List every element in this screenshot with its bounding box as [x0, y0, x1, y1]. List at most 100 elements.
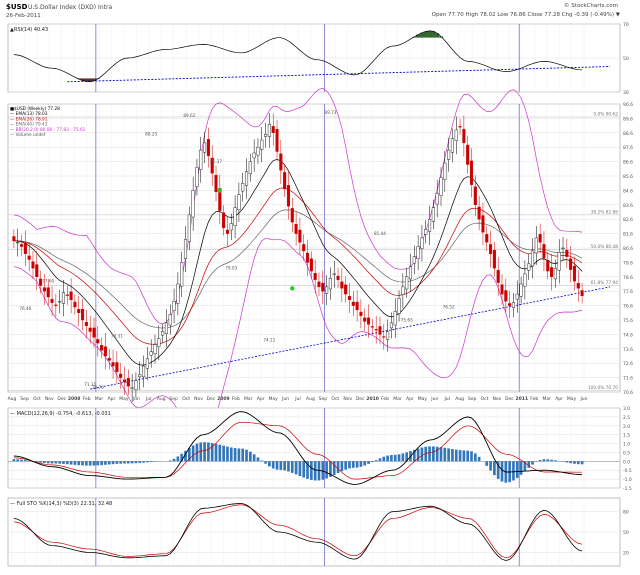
macd-histogram-bar — [135, 461, 138, 463]
macd-panel: 3.02.52.01.51.00.50.0-0.5-1.0-1.5— MACD(… — [8, 406, 632, 492]
candle-body — [386, 332, 389, 340]
x-axis-tick-label: Apr — [555, 396, 563, 402]
macd-histogram-bar — [543, 459, 546, 461]
candle-body — [180, 262, 183, 286]
x-axis-tick-label: Dec — [207, 396, 216, 402]
price-legend-entry: — EMA(13) 78.03 — [10, 111, 48, 117]
candle-body — [493, 250, 496, 268]
macd-histogram-bar — [554, 460, 557, 461]
macd-histogram-bar — [96, 461, 99, 465]
candle-body — [85, 322, 88, 326]
price-annotation: 74.21 — [263, 338, 275, 343]
x-axis-tick-label: Mar — [95, 396, 104, 402]
price-panel: 90.689.688.687.686.685.684.683.682.681.6… — [8, 88, 633, 450]
macd-histogram-bar — [257, 457, 260, 461]
macd-histogram-bar — [375, 460, 378, 461]
x-axis-tick-label: Sep — [319, 396, 328, 402]
candle-body — [245, 172, 248, 186]
x-axis-tick-label: Dec — [505, 396, 514, 402]
candle-body — [501, 285, 504, 294]
macd-histogram-bar — [268, 461, 271, 466]
macd-histogram-bar — [62, 461, 65, 464]
x-axis-tick-label: Jun — [132, 396, 140, 402]
macd-histogram-bar — [264, 461, 267, 463]
macd-histogram-bar — [249, 452, 252, 462]
candle-body — [405, 277, 408, 289]
x-axis-tick-label: Feb — [381, 396, 389, 402]
price-panel-y-tick: 79.6 — [623, 260, 633, 266]
candle-body — [581, 290, 584, 295]
candle-body — [215, 175, 218, 192]
macd-histogram-bar — [55, 461, 58, 463]
candle-body — [325, 287, 328, 293]
candle-body — [241, 183, 244, 191]
macd-histogram-bar — [253, 454, 256, 461]
candle-body — [489, 244, 492, 253]
macd-histogram-bar — [119, 461, 122, 463]
x-axis-tick-label: Aug — [157, 396, 166, 402]
macd-histogram-bar — [325, 461, 328, 478]
candle-body — [169, 314, 172, 325]
candle-body — [566, 250, 569, 256]
candle-body — [280, 154, 283, 171]
macd-histogram-bar — [485, 461, 488, 466]
x-axis-tick-label: Nov — [194, 396, 203, 402]
price-annotation: 79.03 — [225, 266, 237, 271]
candle-body — [524, 274, 527, 286]
macd-histogram-bar — [333, 461, 336, 475]
macd-histogram-bar — [112, 461, 115, 464]
x-axis-tick-label: Aug — [8, 396, 17, 402]
candle-body — [62, 293, 65, 304]
candle-body — [32, 262, 35, 268]
candle-body — [207, 139, 210, 156]
candle-body — [177, 284, 180, 303]
candle-body — [390, 323, 393, 328]
candle-body — [16, 242, 19, 243]
macd-histogram-bar — [173, 459, 176, 462]
fib-retracement-label: 61.8% 77.94 — [591, 280, 619, 286]
candle-body — [356, 302, 359, 310]
candle-body — [539, 234, 542, 242]
candle-body — [451, 139, 454, 153]
price-panel-y-tick: 76.6 — [623, 304, 633, 310]
candle-body — [398, 298, 401, 313]
x-axis-tick-label: Mar — [393, 396, 402, 402]
candle-body — [161, 332, 164, 336]
macd-histogram-bar — [302, 461, 305, 477]
candle-body — [20, 244, 23, 246]
x-axis-tick-label: May — [567, 396, 577, 402]
candle-body — [352, 302, 355, 306]
price-annotation: 81.44 — [374, 231, 386, 236]
macd-histogram-bar — [512, 461, 515, 480]
macd-histogram-bar — [443, 448, 446, 462]
macd-histogram-bar — [100, 461, 103, 465]
x-axis-tick-label: Apr — [406, 396, 414, 402]
candle-body — [341, 282, 344, 288]
candle-body — [455, 130, 458, 141]
macd-histogram-bar — [386, 456, 389, 462]
macd-histogram-bar — [440, 447, 443, 461]
x-axis-tick-label: Aug — [306, 396, 315, 402]
price-legend-entry: — EMA(26) 78.91 — [10, 116, 48, 122]
candle-body — [135, 380, 138, 389]
price-panel-y-tick: 71.6 — [623, 376, 633, 382]
brand-label: © StockCharts.com — [564, 2, 618, 9]
macd-panel-y-tick: -0.5 — [623, 468, 632, 474]
candle-body — [287, 185, 290, 206]
macd-histogram-bar — [341, 461, 344, 471]
candle-body — [485, 234, 488, 242]
x-axis-tick-label: Mar — [244, 396, 253, 402]
macd-panel-y-tick: 2.5 — [623, 415, 630, 421]
price-panel-y-tick: 85.6 — [623, 174, 633, 180]
x-axis-tick-label: Sep — [468, 396, 477, 402]
x-axis-tick-label: May — [418, 396, 428, 402]
candle-body — [230, 224, 233, 230]
candle-body — [463, 129, 466, 143]
macd-panel-y-tick: 0.0 — [623, 459, 630, 465]
x-axis-tick-label: Oct — [331, 396, 339, 402]
price-panel-y-tick: 77.6 — [623, 289, 633, 295]
x-axis-tick-label: Oct — [182, 396, 190, 402]
symbol-label: $USD — [6, 3, 28, 11]
candle-body — [554, 268, 557, 279]
